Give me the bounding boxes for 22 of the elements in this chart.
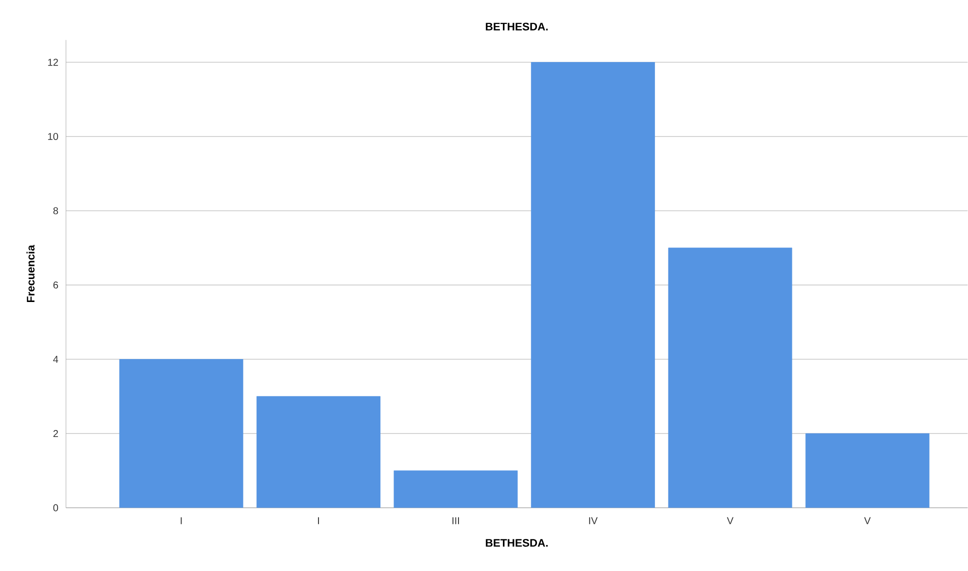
y-tick-label: 8 <box>53 207 58 214</box>
y-tick-label: 10 <box>48 133 58 140</box>
y-tick-label: 6 <box>53 282 58 289</box>
x-tick-label: I <box>318 517 319 524</box>
x-axis-title: BETHESDA. <box>486 539 548 547</box>
x-tick-label: V <box>864 517 871 524</box>
chart-title: BETHESDA. <box>486 22 548 31</box>
y-tick-label: 12 <box>48 58 58 66</box>
y-tick-label: 0 <box>53 504 58 512</box>
bar <box>668 248 792 508</box>
bar <box>119 359 244 508</box>
x-tick-label: V <box>726 517 734 524</box>
bar <box>256 396 380 508</box>
x-tick-label: I <box>180 517 182 524</box>
x-tick-label: III <box>452 517 459 524</box>
bar <box>394 470 518 508</box>
y-axis-title: Frecuencia <box>26 245 35 302</box>
bar <box>531 62 655 508</box>
y-tick-label: 4 <box>53 356 58 363</box>
bar <box>805 433 930 508</box>
y-tick-label: 2 <box>53 430 58 438</box>
x-tick-label: IV <box>589 517 598 524</box>
